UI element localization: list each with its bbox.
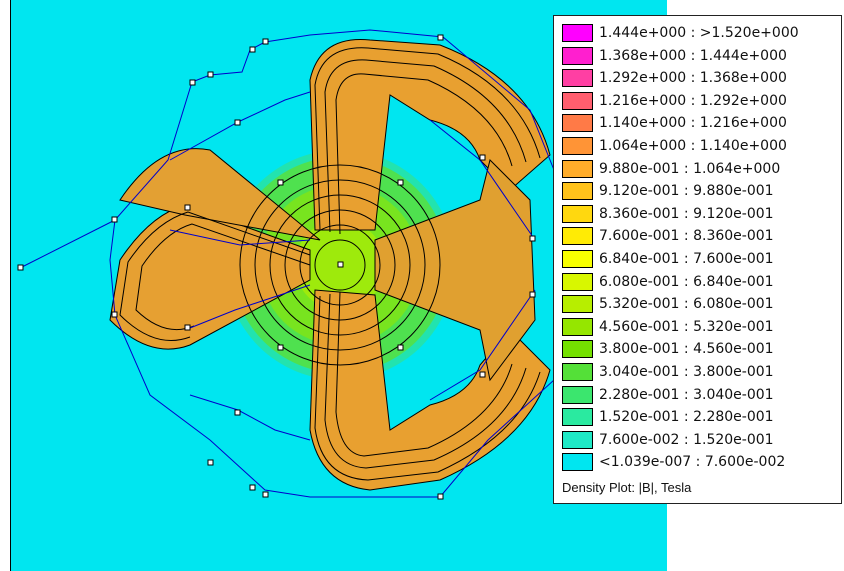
legend-swatch: [562, 227, 593, 246]
legend-entry: 9.880e-001 : 1.064e+000: [562, 159, 780, 179]
legend-entry: 5.320e-001 : 6.080e-001: [562, 294, 774, 314]
legend-swatch: [562, 24, 593, 42]
core-arms: [109, 39, 551, 491]
legend-entry: 2.280e-001 : 3.040e-001: [562, 385, 774, 405]
legend-swatch: [562, 137, 593, 155]
legend-swatch: [562, 363, 593, 381]
legend-swatch: [562, 453, 593, 472]
core-arm-left: [109, 204, 311, 350]
legend-entry: 1.292e+000 : 1.368e+000: [562, 68, 787, 88]
legend-entry: 1.368e+000 : 1.444e+000: [562, 46, 787, 66]
legend-entry: 4.560e-001 : 5.320e-001: [562, 317, 774, 337]
legend-entry: 7.600e-001 : 8.360e-001: [562, 226, 774, 246]
legend-entry: 8.360e-001 : 9.120e-001: [562, 204, 774, 224]
legend-label: <1.039e-007 : 7.600e-002: [599, 454, 786, 471]
legend-entry: 6.080e-001 : 6.840e-001: [562, 272, 774, 292]
legend-swatch: [562, 159, 593, 178]
legend-label: 1.216e+000 : 1.292e+000: [599, 92, 787, 109]
legend-entry: 1.064e+000 : 1.140e+000: [562, 136, 787, 156]
core-arm-right: [374, 159, 536, 382]
legend-label: 1.368e+000 : 1.444e+000: [599, 47, 787, 64]
legend-caption: Density Plot: |B|, Tesla: [562, 480, 692, 495]
legend-swatch: [562, 408, 593, 427]
legend-label: 7.600e-001 : 8.360e-001: [599, 228, 774, 245]
legend-entry: <1.039e-007 : 7.600e-002: [562, 452, 785, 472]
legend-swatch: [562, 385, 593, 404]
density-plot[interactable]: [10, 0, 666, 571]
legend-label: 1.140e+000 : 1.216e+000: [599, 115, 787, 132]
core-arm-top: [309, 39, 551, 231]
legend-label: 6.080e-001 : 6.840e-001: [599, 273, 774, 290]
legend-label: 3.800e-001 : 4.560e-001: [599, 341, 774, 358]
legend-entry: 1.444e+000 : >1.520e+000: [562, 23, 799, 43]
legend-label: 2.280e-001 : 3.040e-001: [599, 386, 774, 403]
legend-label: 1.444e+000 : >1.520e+000: [599, 25, 799, 41]
legend-swatch: [562, 69, 593, 88]
legend-swatch: [562, 182, 593, 201]
legend-entry: 6.840e-001 : 7.600e-001: [562, 249, 774, 269]
legend-swatch: [562, 250, 593, 268]
legend-entry: 1.140e+000 : 1.216e+000: [562, 113, 787, 133]
legend-label: 9.120e-001 : 9.880e-001: [599, 183, 774, 200]
legend-swatch: [562, 317, 593, 336]
legend-entry: 9.120e-001 : 9.880e-001: [562, 181, 774, 201]
legend-label: 1.520e-001 : 2.280e-001: [599, 409, 774, 426]
legend-swatch: [562, 46, 593, 65]
legend-label: 1.292e+000 : 1.368e+000: [599, 70, 787, 87]
density-legend: 1.444e+000 : >1.520e+000 1.368e+000 : 1.4…: [553, 15, 842, 504]
legend-swatch: [562, 91, 593, 110]
mesh-nodes: [17, 34, 536, 500]
legend-label: 5.320e-001 : 6.080e-001: [599, 296, 774, 313]
legend-entry: 1.520e-001 : 2.280e-001: [562, 407, 774, 427]
legend-label: 8.360e-001 : 9.120e-001: [599, 205, 774, 222]
legend-entry: 3.040e-001 : 3.800e-001: [562, 362, 774, 382]
legend-label: 4.560e-001 : 5.320e-001: [599, 318, 774, 335]
legend-swatch: [562, 340, 593, 359]
legend-entry: 7.600e-002 : 1.520e-001: [562, 430, 774, 450]
legend-label: 9.880e-001 : 1.064e+000: [599, 160, 781, 177]
legend-label: 1.064e+000 : 1.140e+000: [599, 138, 787, 154]
legend-label: 7.600e-002 : 1.520e-001: [599, 431, 774, 448]
legend-swatch: [562, 114, 593, 133]
legend-swatch: [562, 272, 593, 291]
legend-label: 6.840e-001 : 7.600e-001: [599, 251, 774, 267]
legend-entry: 3.800e-001 : 4.560e-001: [562, 339, 774, 359]
legend-swatch: [562, 430, 593, 449]
legend-swatch: [562, 295, 593, 314]
legend-entry: 1.216e+000 : 1.292e+000: [562, 91, 787, 111]
contour-lines: [119, 47, 541, 481]
legend-swatch: [562, 204, 593, 223]
legend-label: 3.040e-001 : 3.800e-001: [599, 364, 774, 380]
core-arm-bottom: [309, 289, 551, 491]
